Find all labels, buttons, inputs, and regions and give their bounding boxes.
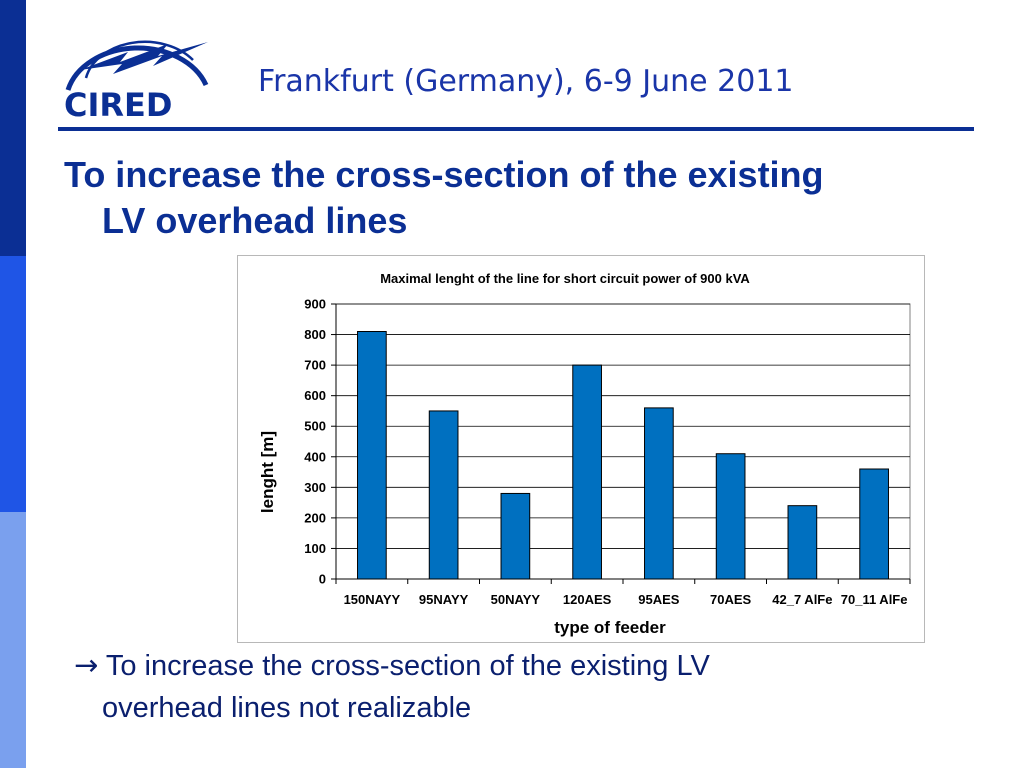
y-tick-label: 300 bbox=[304, 480, 326, 495]
arrow-right-icon: → bbox=[74, 648, 99, 682]
slide-title-line-1: To increase the cross-section of the exi… bbox=[64, 154, 824, 195]
y-tick-label: 100 bbox=[304, 541, 326, 556]
svg-text:CIRED: CIRED bbox=[64, 86, 172, 124]
y-tick-label: 800 bbox=[304, 327, 326, 342]
y-tick-label: 500 bbox=[304, 419, 326, 434]
y-tick-label: 900 bbox=[304, 297, 326, 312]
x-tick-label: 120AES bbox=[563, 592, 612, 607]
x-tick-label: 50NAYY bbox=[491, 592, 541, 607]
y-tick-label: 400 bbox=[304, 449, 326, 464]
x-axis-title: type of feeder bbox=[554, 618, 666, 637]
bar-50nayy bbox=[500, 492, 531, 580]
side-bar-bottom bbox=[0, 512, 26, 768]
x-tick-label: 95NAYY bbox=[419, 592, 469, 607]
cired-logo: CIRED bbox=[64, 40, 209, 124]
bar-chart: Maximal lenght of the line for short cir… bbox=[237, 255, 925, 643]
x-tick-label: 42_7 AlFe bbox=[772, 592, 832, 607]
slide-title: To increase the cross-section of the exi… bbox=[64, 152, 944, 244]
plot-area-border bbox=[335, 303, 911, 580]
x-tick-label: 95AES bbox=[638, 592, 680, 607]
y-tick-label: 200 bbox=[304, 510, 326, 525]
x-tick-label: 70AES bbox=[710, 592, 752, 607]
header-title: Frankfurt (Germany), 6-9 June 2011 bbox=[258, 64, 794, 99]
header-divider bbox=[58, 127, 974, 131]
chart-canvas: Maximal lenght of the line for short cir… bbox=[258, 271, 911, 637]
bar-150nayy bbox=[357, 331, 387, 580]
side-bar-top bbox=[0, 0, 26, 256]
x-tick-label: 150NAYY bbox=[344, 592, 401, 607]
x-tick-label: 70_11 AlFe bbox=[841, 592, 908, 607]
bar-95aes bbox=[644, 407, 674, 580]
bullet-line-2: overhead lines not realizable bbox=[102, 692, 472, 724]
bar-70aes bbox=[715, 453, 746, 580]
y-axis-title: lenght [m] bbox=[258, 431, 277, 513]
y-tick-label: 0 bbox=[319, 572, 326, 587]
bar-42-7-alfe bbox=[787, 505, 818, 580]
bar-120aes bbox=[572, 364, 602, 580]
slide-title-line-2: LV overhead lines bbox=[102, 200, 408, 241]
bar-95nayy bbox=[428, 410, 459, 580]
conclusion-bullet: → To increase the cross-section of the e… bbox=[74, 644, 954, 729]
y-tick-label: 600 bbox=[304, 388, 326, 403]
y-tick-label: 700 bbox=[304, 358, 326, 373]
bullet-line-1: To increase the cross-section of the exi… bbox=[105, 650, 710, 682]
side-bar-middle bbox=[0, 256, 26, 512]
bar-70-11-alfe bbox=[859, 468, 889, 580]
chart-title: Maximal lenght of the line for short cir… bbox=[380, 271, 750, 286]
